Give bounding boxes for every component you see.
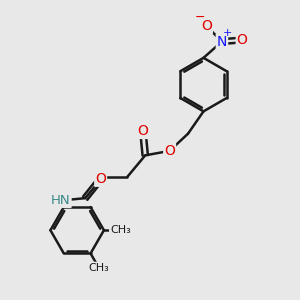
Text: +: +: [223, 28, 232, 38]
Text: CH₃: CH₃: [110, 225, 131, 235]
Text: O: O: [95, 172, 106, 186]
Text: O: O: [137, 124, 148, 138]
Text: HN: HN: [51, 194, 70, 207]
Text: −: −: [195, 11, 205, 24]
Text: O: O: [164, 144, 175, 158]
Text: O: O: [201, 19, 212, 33]
Text: CH₃: CH₃: [88, 262, 109, 273]
Text: N: N: [217, 34, 227, 49]
Text: O: O: [237, 33, 248, 47]
